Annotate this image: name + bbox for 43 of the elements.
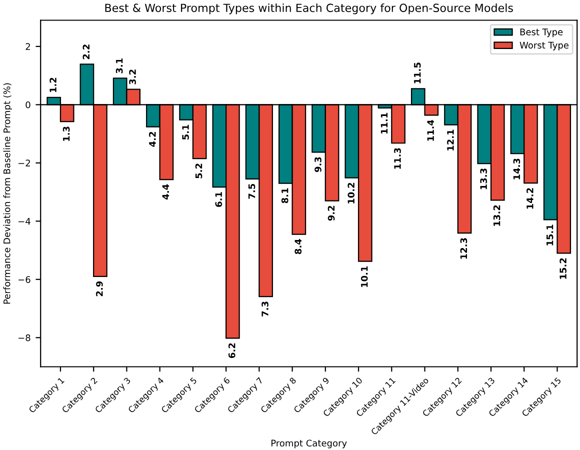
annotation: 11.3 [394,148,401,169]
annotation: 11.4 [427,120,434,141]
annotation: 9.3 [314,157,322,172]
annotation: 5.1 [182,124,189,140]
annotation: 2.9 [96,281,103,296]
annotation: 8.4 [294,239,302,254]
annotation: 13.2 [493,205,500,226]
annotation: 1.2 [50,78,56,92]
legend-label: Best Type [520,28,563,38]
annotation: 15.1 [546,224,554,246]
annotation: 14.2 [526,188,534,209]
annotation: 2.2 [82,44,90,60]
y-tick-label: −6 [18,276,30,283]
y-tick-label: 0 [26,101,30,108]
annotation: 12.1 [447,130,454,150]
annotation: 10.1 [360,266,368,287]
annotation: 7.5 [248,184,256,199]
annotation: 8.1 [281,188,288,204]
annotation: 6.1 [215,192,222,207]
x-axis-title: Prompt Category [271,440,347,448]
chart-title: Best & Worst Prompt Types within Each Category for Open-Source Models [105,3,513,14]
y-tick-label: −8 [18,334,30,342]
annotation: 6.2 [228,343,236,358]
annotation: 15.2 [560,258,566,279]
annotation: 11.1 [380,112,388,134]
annotation: 10.2 [348,182,355,204]
annotation: 4.2 [148,132,156,147]
annotation: 9.2 [328,206,335,221]
annotation: 14.3 [513,158,520,180]
annotation: 4.4 [162,184,169,200]
annotation: 3.1 [116,58,123,74]
annotation: 7.3 [262,302,268,316]
y-tick-label: −4 [18,218,30,225]
annotation: 12.3 [460,238,468,259]
y-axis-title: Performance Deviation from Baseline Prompt (%) [3,83,12,304]
annotation: 3.2 [129,70,136,84]
y-tick-label: 2 [26,43,30,50]
annotation: 1.3 [62,126,70,141]
annotation: 13.3 [480,168,487,190]
annotation: 11.5 [414,62,421,84]
legend-label: Worst Type [520,42,568,50]
annotation: 5.2 [195,164,202,178]
y-tick-label: −2 [18,160,30,166]
